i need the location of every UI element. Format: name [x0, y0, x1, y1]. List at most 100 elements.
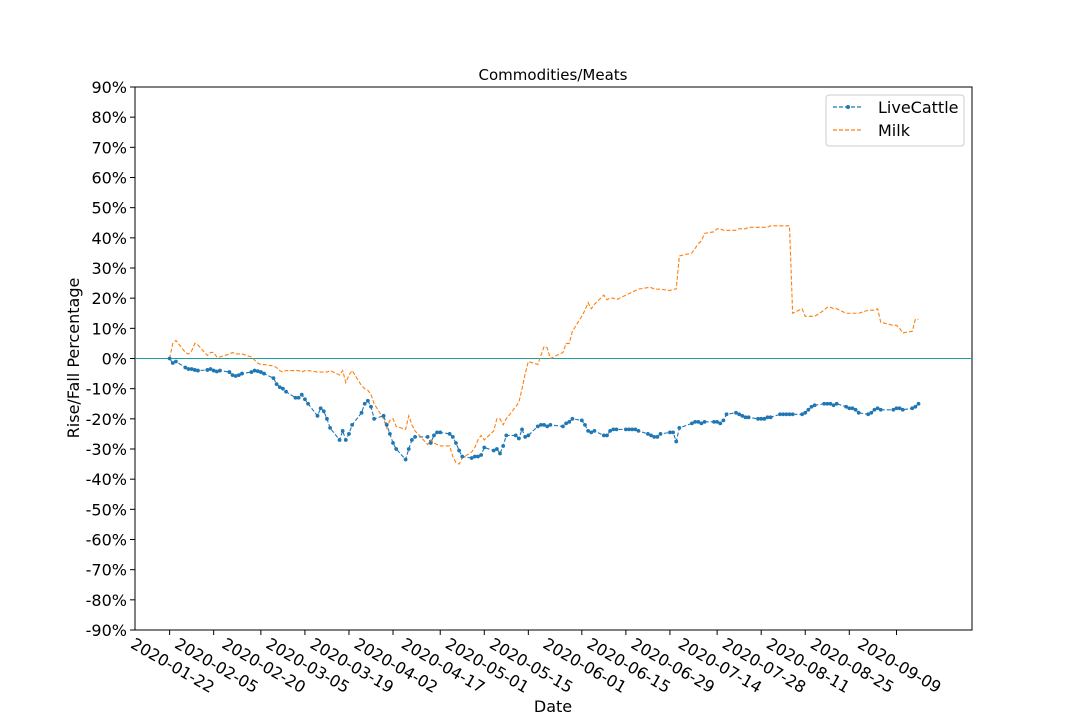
- y-tick-label: 40%: [91, 229, 127, 248]
- data-point-livecattle: [743, 415, 748, 420]
- data-point-livecattle: [825, 401, 830, 406]
- data-point-livecattle: [359, 410, 364, 415]
- data-point-livecattle: [318, 406, 323, 411]
- data-point-livecattle: [277, 385, 282, 390]
- data-point-livecattle: [249, 370, 254, 374]
- data-point-livecattle: [608, 429, 613, 433]
- data-point-livecattle: [658, 432, 663, 436]
- data-point-livecattle: [501, 444, 506, 448]
- data-point-livecattle: [350, 422, 355, 427]
- data-point-livecattle: [274, 382, 279, 387]
- y-tick-label: -70%: [86, 561, 127, 580]
- data-point-livecattle: [677, 425, 682, 430]
- y-tick-label: 80%: [91, 108, 127, 127]
- data-point-livecattle: [630, 427, 635, 432]
- data-point-livecattle: [306, 401, 310, 406]
- data-point-livecattle: [539, 422, 543, 427]
- data-point-livecattle: [454, 441, 458, 445]
- data-point-livecattle: [542, 422, 546, 427]
- data-point-livecattle: [724, 412, 729, 417]
- y-axis-label: Rise/Fall Percentage: [64, 278, 83, 439]
- data-point-livecattle: [516, 436, 521, 441]
- data-point-livecattle: [214, 369, 219, 374]
- data-point-livecattle: [734, 410, 738, 415]
- data-point-livecattle: [910, 406, 915, 411]
- data-point-livecattle: [167, 356, 172, 361]
- data-point-livecattle: [236, 373, 241, 377]
- data-point-livecattle: [831, 403, 836, 408]
- data-point-livecattle: [627, 427, 631, 432]
- data-point-livecattle: [435, 430, 439, 435]
- data-point-livecattle: [520, 427, 524, 432]
- data-point-livecattle: [494, 447, 499, 451]
- legend-label-milk: Milk: [878, 121, 911, 140]
- data-point-livecattle: [894, 406, 899, 411]
- data-point-livecattle: [828, 401, 833, 406]
- legend-frame: [825, 94, 965, 147]
- data-point-livecattle: [570, 416, 575, 421]
- x-axis-label: Date: [534, 697, 572, 716]
- data-point-livecattle: [891, 407, 896, 412]
- data-point-livecattle: [646, 432, 650, 436]
- data-point-livecattle: [844, 404, 849, 409]
- data-point-livecattle: [715, 419, 720, 424]
- data-point-livecattle: [413, 435, 417, 439]
- data-point-livecattle: [196, 368, 200, 373]
- plot-area: [134, 86, 973, 631]
- data-point-livecattle: [410, 438, 414, 442]
- data-point-livecattle: [381, 413, 386, 418]
- data-point-livecattle: [649, 433, 653, 438]
- data-point-livecattle: [192, 368, 197, 372]
- data-point-livecattle: [605, 433, 609, 438]
- data-point-livecattle: [343, 438, 348, 442]
- data-point-livecattle: [756, 416, 760, 421]
- y-tick-label: 90%: [91, 78, 127, 97]
- data-point-livecattle: [699, 421, 704, 426]
- data-point-livecattle: [387, 432, 392, 436]
- data-point-livecattle: [523, 435, 528, 439]
- data-point-livecattle: [406, 447, 411, 451]
- data-point-livecattle: [564, 421, 568, 426]
- data-point-livecattle: [227, 370, 232, 374]
- data-point-livecattle: [822, 401, 827, 406]
- data-point-livecattle: [614, 427, 619, 432]
- series-layer: [167, 225, 921, 465]
- y-tick-label: -90%: [86, 621, 127, 640]
- data-point-livecattle: [205, 368, 210, 372]
- data-point-livecattle: [472, 454, 477, 459]
- data-point-livecattle: [872, 407, 877, 412]
- data-point-livecattle: [674, 439, 679, 444]
- data-point-livecattle: [746, 415, 751, 420]
- y-tick-label: 0%: [102, 350, 127, 369]
- data-point-livecattle: [718, 421, 723, 426]
- data-point-livecattle: [548, 422, 553, 427]
- data-point-livecattle: [781, 412, 786, 417]
- data-point-livecattle: [579, 418, 584, 423]
- data-point-livecattle: [372, 416, 377, 421]
- data-point-livecattle: [856, 410, 861, 415]
- x-axis: 2020-01-222020-02-052020-02-202020-03-05…: [128, 630, 945, 697]
- data-point-livecattle: [778, 412, 782, 417]
- data-point-livecattle: [174, 359, 178, 364]
- data-point-livecattle: [384, 422, 389, 427]
- data-point-livecattle: [869, 410, 874, 415]
- data-point-livecattle: [258, 370, 263, 374]
- data-point-livecattle: [340, 429, 345, 433]
- chart-title: Commodities/Meats: [479, 66, 628, 84]
- data-point-livecattle: [447, 432, 452, 436]
- data-point-livecattle: [535, 424, 540, 429]
- legend-marker-livecattle: [846, 105, 850, 109]
- data-point-livecattle: [737, 412, 742, 417]
- data-point-livecattle: [498, 451, 502, 456]
- data-point-livecattle: [913, 404, 918, 409]
- legend-label-livecattle: LiveCattle: [878, 98, 958, 117]
- data-point-livecattle: [787, 412, 792, 417]
- data-point-livecattle: [611, 427, 616, 432]
- data-point-livecattle: [369, 404, 373, 409]
- data-point-livecattle: [186, 367, 191, 371]
- data-point-livecattle: [721, 418, 726, 423]
- data-point-livecattle: [806, 407, 811, 412]
- data-point-livecattle: [337, 438, 342, 442]
- data-point-livecattle: [315, 413, 320, 418]
- data-point-livecattle: [900, 407, 905, 412]
